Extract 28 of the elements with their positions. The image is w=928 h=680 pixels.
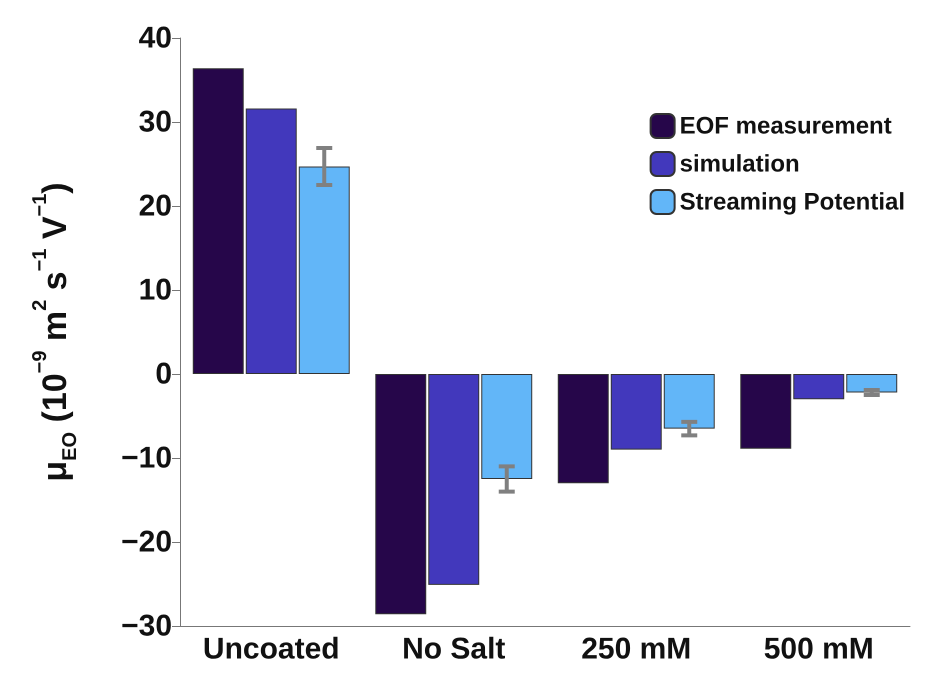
bar — [192, 68, 244, 374]
bar — [481, 374, 532, 479]
y-tick-label: −20 — [121, 526, 172, 558]
bar — [610, 374, 662, 450]
y-tick-label: 0 — [155, 358, 172, 390]
x-tick-label: 500 mM — [764, 632, 874, 666]
y-tick-label: 20 — [138, 190, 172, 222]
bar — [558, 374, 609, 484]
legend-label: Streaming Potential — [680, 188, 905, 216]
y-tick-label: −30 — [121, 610, 172, 642]
bar — [298, 166, 350, 374]
y-tick-label: 30 — [138, 106, 172, 138]
bar — [846, 374, 898, 392]
x-tick-label: Uncoated — [202, 632, 340, 666]
legend-label: simulation — [680, 150, 800, 178]
x-tick-label: No Salt — [402, 632, 506, 666]
x-tick-label: 250 mM — [581, 632, 692, 666]
y-tick-label: 40 — [138, 22, 172, 54]
bar — [740, 374, 792, 449]
bar — [664, 374, 715, 429]
bar — [246, 108, 297, 374]
bar — [375, 374, 426, 614]
y-tick-label: −10 — [121, 442, 172, 474]
y-tick-label: 10 — [138, 274, 172, 306]
text: μEO (10−9 m2 s−1 V−1) — [29, 182, 81, 482]
bar — [428, 374, 480, 585]
bar — [793, 374, 844, 400]
legend-label: EOF measurement — [680, 112, 892, 140]
